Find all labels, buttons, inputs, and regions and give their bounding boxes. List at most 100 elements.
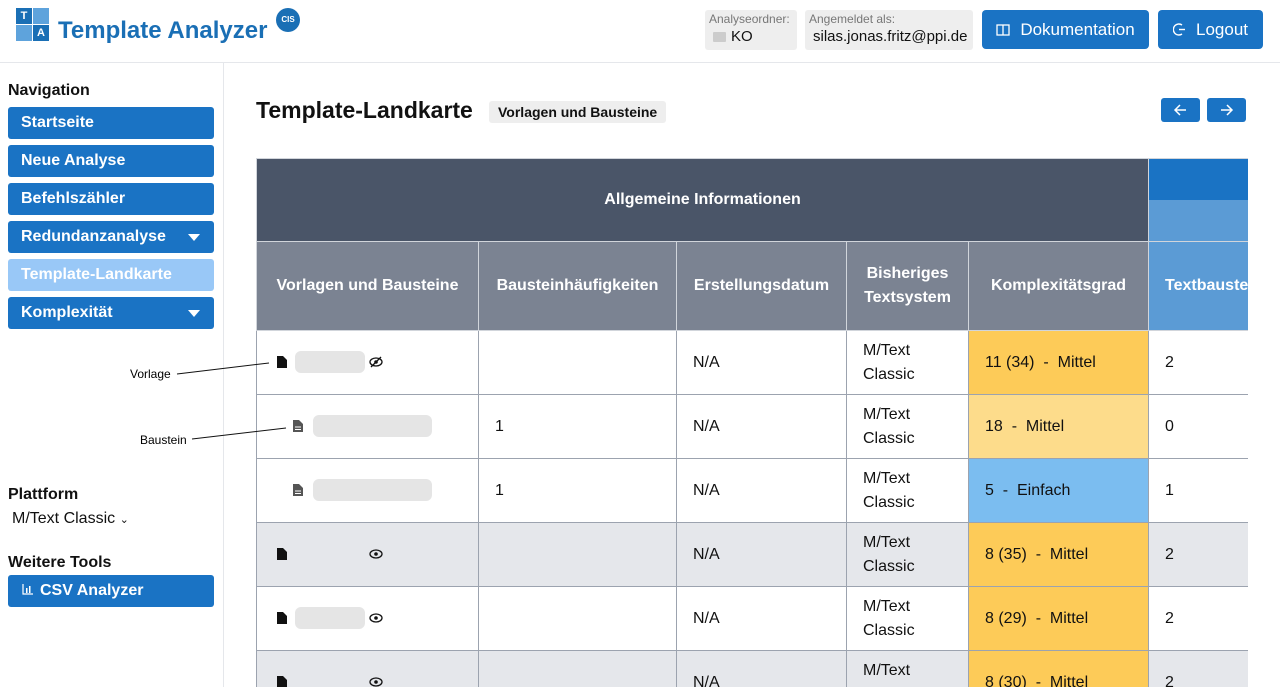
book-icon — [996, 23, 1010, 36]
tool-label: CSV Analyzer — [40, 582, 144, 599]
table-body: N/A M/Text Classic 11 (34) - Mittel 2 1 N/A M/… — [256, 330, 1248, 687]
frequency-cell: 1 — [478, 394, 677, 459]
column-header: Textbausteine — [1148, 241, 1248, 331]
group-row: Allgemeine Informationen — [256, 158, 1248, 242]
system-cell: M/Text Classic — [846, 522, 969, 587]
next-button[interactable] — [1207, 98, 1246, 122]
redacted-name — [313, 479, 432, 502]
system-cell: M/Text Classic — [846, 586, 969, 651]
tools-title: Weitere Tools — [8, 554, 112, 571]
platform-select[interactable]: M/Text Classic ⌄ — [12, 510, 129, 528]
logo-letter: A — [33, 25, 49, 41]
header: T A Template Analyzer CIS Analyseordner:… — [0, 0, 1280, 63]
chevron: ⌄ — [119, 514, 129, 526]
column-header: Bisheriges Textsystem — [846, 241, 969, 331]
textbausteine-cell: 2 — [1148, 650, 1248, 687]
nav-item[interactable]: Template-Landkarte — [8, 259, 214, 291]
textbausteine-cell: 2 — [1148, 522, 1248, 587]
table-head: Allgemeine Informationen Vorlagen und Ba… — [256, 158, 1248, 331]
logo: T A — [16, 8, 50, 42]
nav-item[interactable]: Befehlszähler — [8, 183, 214, 215]
folder-label: Analyseordner: — [709, 12, 790, 26]
complexity-cell: 8 (35) - Mittel — [967, 522, 1150, 587]
page-title: Template-Landkarte — [256, 97, 473, 123]
nav-label: Neue Analyse — [21, 152, 126, 169]
textbausteine-cell: 0 — [1148, 394, 1248, 459]
eye-icon — [369, 677, 383, 687]
user-box: Angemeldet als: silas.jonas.fritz@ppi.de — [805, 10, 973, 50]
date-cell: N/A — [676, 330, 847, 395]
logo-square — [16, 25, 32, 41]
name-cell — [256, 458, 479, 523]
date-cell: N/A — [676, 586, 847, 651]
baustein-icon — [293, 420, 303, 433]
name-cell — [256, 650, 479, 687]
user-value: silas.jonas.fritz@ppi.de — [813, 28, 968, 45]
prev-button[interactable] — [1161, 98, 1200, 122]
table-container: Allgemeine Informationen Vorlagen und Ba… — [256, 158, 1248, 687]
complexity-cell: 11 (34) - Mittel — [967, 330, 1150, 395]
complexity-cell: 5 - Einfach — [967, 458, 1150, 523]
redacted-name — [295, 607, 365, 630]
tool-button[interactable]: CSV Analyzer — [8, 575, 214, 607]
redacted-name — [295, 351, 365, 374]
table: Allgemeine Informationen Vorlagen und Ba… — [256, 158, 1248, 687]
document-icon — [277, 676, 287, 687]
nav-label: Redundanzanalyse — [21, 228, 166, 245]
textbausteine-cell: 2 — [1148, 330, 1248, 395]
logout-button[interactable]: Logout — [1158, 10, 1263, 49]
nav-item[interactable]: Startseite — [8, 107, 214, 139]
frequency-cell — [478, 330, 677, 395]
redacted-name — [313, 415, 432, 438]
table-row: N/A M/Text Classic 8 (35) - Mittel 2 — [256, 522, 1248, 587]
platform-title: Plattform — [8, 486, 79, 503]
docs-button[interactable]: Dokumentation — [982, 10, 1149, 49]
chart-icon — [22, 584, 33, 595]
frequency-cell: 1 — [478, 458, 677, 523]
page-badge: Vorlagen und Bausteine — [489, 101, 667, 123]
folder-box: Analyseordner: KO — [705, 10, 797, 50]
complexity-cell: 18 - Mittel — [967, 394, 1150, 459]
logout-label: Logout — [1196, 19, 1248, 39]
textbausteine-cell: 2 — [1148, 586, 1248, 651]
date-cell: N/A — [676, 394, 847, 459]
redacted-name — [295, 671, 365, 687]
frequency-cell — [478, 522, 677, 587]
table-row: N/A M/Text Classic 8 (29) - Mittel 2 — [256, 586, 1248, 651]
logo-square — [33, 8, 49, 24]
name-cell — [256, 522, 479, 587]
nav-item[interactable]: Komplexität — [8, 297, 214, 329]
column-header: Komplexitätsgrad — [967, 241, 1150, 331]
platform-value: M/Text Classic — [12, 510, 116, 527]
nav-label: Befehlszähler — [21, 190, 126, 207]
date-cell: N/A — [676, 522, 847, 587]
name-cell — [256, 330, 479, 395]
document-icon — [277, 548, 287, 561]
nav-item[interactable]: Neue Analyse — [8, 145, 214, 177]
document-icon — [277, 356, 287, 369]
group-header: Allgemeine Informationen — [256, 158, 1150, 242]
eye-icon — [369, 549, 383, 559]
cis-badge: CIS — [276, 8, 300, 32]
system-cell: M/Text Classic — [846, 330, 969, 395]
app-title: Template Analyzer — [58, 17, 268, 44]
arrow-right — [1221, 104, 1234, 116]
frequency-cell — [478, 586, 677, 651]
folder-value: KO — [731, 28, 753, 45]
system-cell: M/Text Classic — [846, 458, 969, 523]
date-cell: N/A — [676, 650, 847, 687]
textbausteine-cell: 1 — [1148, 458, 1248, 523]
logout-icon — [1173, 23, 1185, 36]
table-row: 1 N/A M/Text Classic 18 - Mittel 0 — [256, 394, 1248, 459]
user-label: Angemeldet als: — [809, 12, 896, 26]
nav-item[interactable]: Redundanzanalyse — [8, 221, 214, 253]
folder-icon — [713, 32, 726, 42]
dropdown-caret — [188, 310, 200, 317]
group-header-blue — [1148, 158, 1248, 242]
column-row: Vorlagen und Bausteine Bausteinhäufigkeit… — [256, 241, 1248, 331]
frequency-cell — [478, 650, 677, 687]
table-row: 1 N/A M/Text Classic 5 - Einfach 1 — [256, 458, 1248, 523]
date-cell: N/A — [676, 458, 847, 523]
